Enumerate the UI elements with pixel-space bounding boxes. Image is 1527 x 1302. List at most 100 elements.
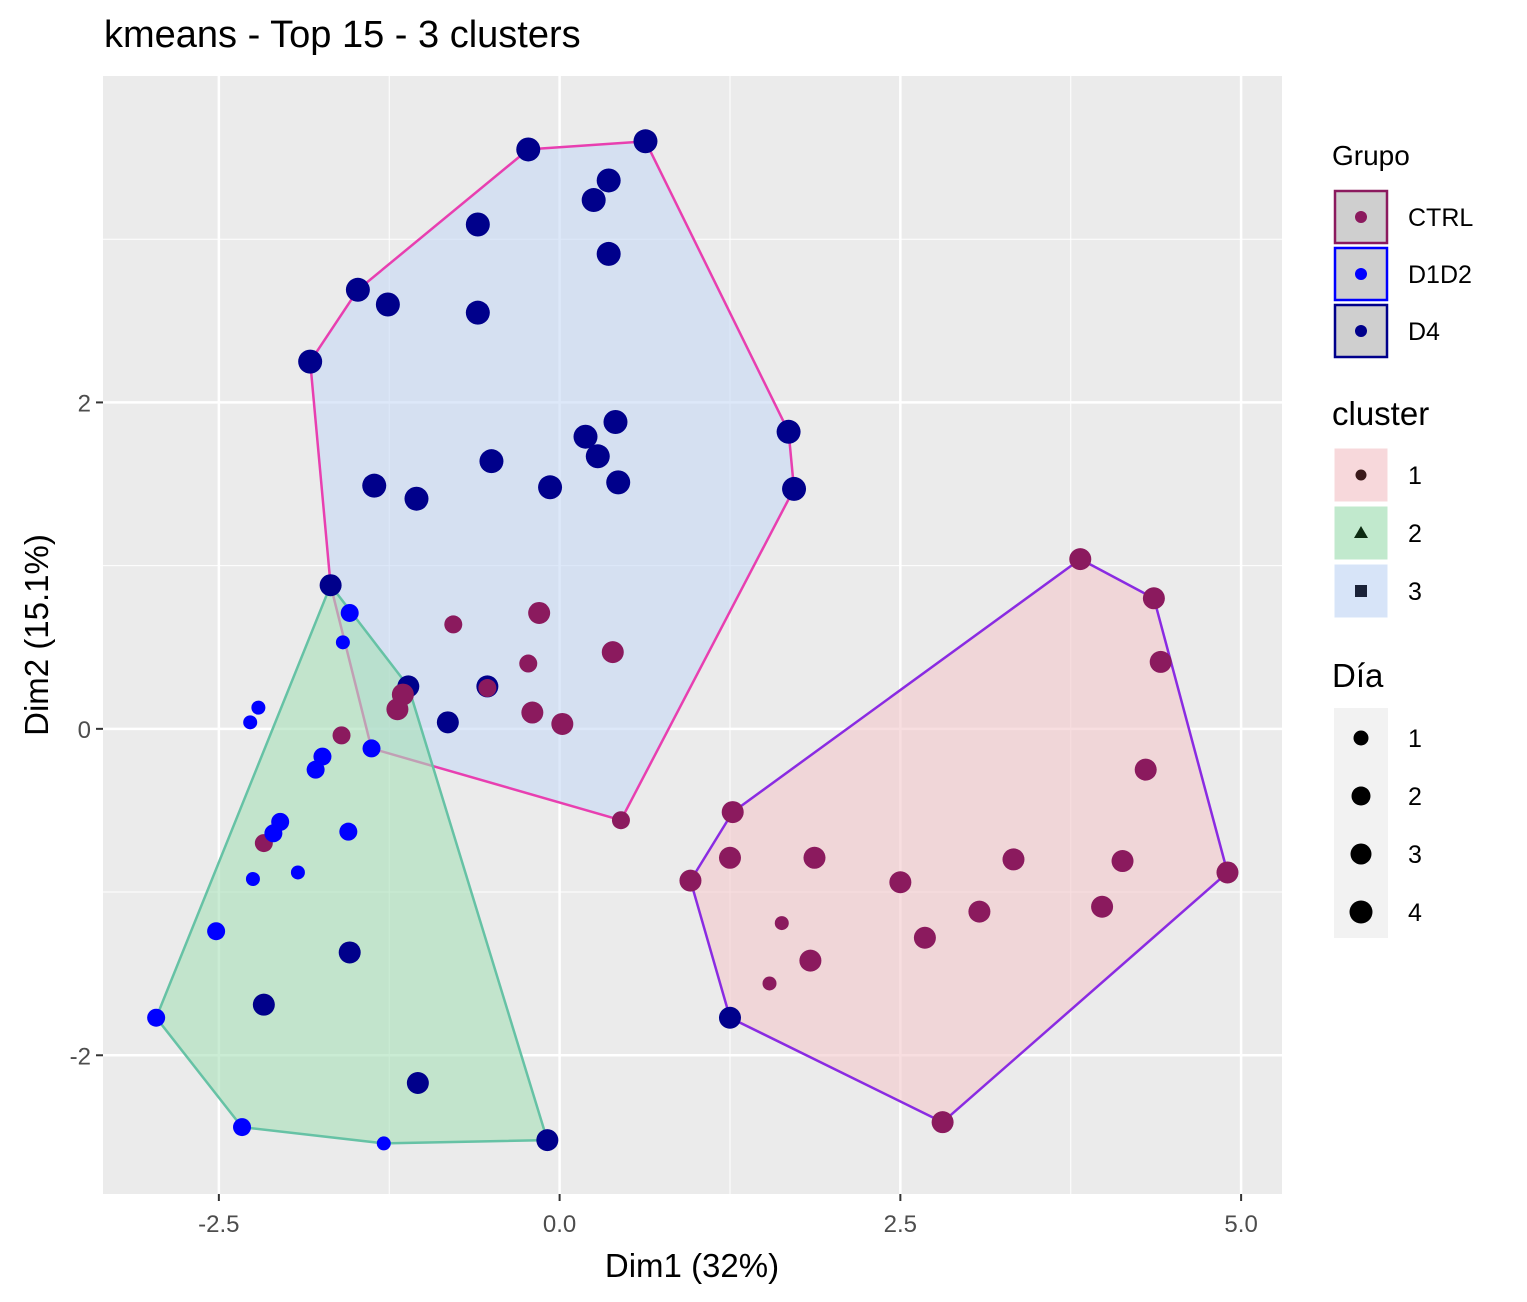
legend-label-cluster: 2 xyxy=(1408,520,1422,548)
legend-key-ctrl xyxy=(1333,189,1389,245)
legend-label-cluster: 1 xyxy=(1408,462,1422,490)
legend-label-dia: 4 xyxy=(1408,899,1422,927)
data-point xyxy=(536,1129,559,1152)
data-point xyxy=(528,601,551,624)
data-point xyxy=(245,872,260,887)
legend-label-dia: 2 xyxy=(1408,783,1422,811)
data-point xyxy=(338,941,361,964)
data-point xyxy=(519,654,538,673)
legend-symbol-d4 xyxy=(1355,325,1367,337)
data-point xyxy=(721,801,744,824)
legend-label-cluster: 3 xyxy=(1408,578,1422,606)
legend-symbol-d1d2 xyxy=(1355,268,1367,280)
y-axis-ticks: -2 0 2 xyxy=(70,390,103,1070)
legend-grupo-keys: CTRL D1D2 D4 xyxy=(1333,189,1473,359)
data-point xyxy=(573,424,598,449)
x-tick-label: 5.0 xyxy=(1224,1211,1257,1238)
data-point xyxy=(404,486,429,511)
data-point xyxy=(1142,587,1165,610)
legend-symbol-triangle xyxy=(1354,526,1368,538)
data-point xyxy=(799,949,822,972)
data-point xyxy=(551,712,574,735)
legend-cluster-keys: 1 2 3 xyxy=(1333,447,1422,619)
data-points xyxy=(147,129,1239,1152)
legend-title-dia: Día xyxy=(1332,657,1384,694)
data-point xyxy=(603,410,628,435)
legend-dia-background xyxy=(1334,708,1388,938)
data-point xyxy=(538,475,563,500)
data-point xyxy=(147,1008,166,1027)
cluster-hull-1 xyxy=(689,557,1229,1124)
data-point xyxy=(375,292,400,317)
data-point xyxy=(1091,895,1114,918)
data-point xyxy=(633,129,658,154)
x-axis-ticks: -2.5 0.0 2.5 5.0 xyxy=(198,1194,1258,1238)
data-point xyxy=(290,865,305,880)
data-point xyxy=(601,641,624,664)
legend: Grupo CTRL D1D2 D4 cluster 1 2 3 Día 1 2 3 4 xyxy=(1332,140,1473,938)
data-point xyxy=(264,824,283,843)
data-point xyxy=(444,615,463,634)
legend-title-cluster: cluster xyxy=(1332,395,1429,432)
data-point xyxy=(340,603,359,622)
data-point xyxy=(243,715,258,730)
data-point xyxy=(478,679,497,698)
x-tick-label: -2.5 xyxy=(198,1211,239,1238)
y-axis-label: Dim2 (15.1%) xyxy=(18,534,55,736)
legend-label-dia: 3 xyxy=(1408,841,1422,869)
legend-label-grupo: D4 xyxy=(1408,318,1440,346)
data-point xyxy=(233,1118,252,1137)
data-point xyxy=(776,419,801,444)
data-point xyxy=(774,916,789,931)
data-point xyxy=(762,976,777,991)
legend-label-dia: 1 xyxy=(1408,725,1422,753)
data-point xyxy=(1069,548,1092,571)
data-point xyxy=(306,760,325,779)
data-point xyxy=(339,822,358,841)
legend-symbol-dia-2 xyxy=(1351,786,1371,806)
data-point xyxy=(1111,850,1134,873)
data-point xyxy=(1134,758,1157,781)
data-point xyxy=(596,168,621,193)
data-point xyxy=(386,698,409,721)
data-point xyxy=(319,574,342,597)
data-point xyxy=(718,1006,741,1029)
data-point xyxy=(596,241,621,266)
data-point xyxy=(521,701,544,724)
data-point xyxy=(968,900,991,923)
data-point xyxy=(803,846,826,869)
data-point xyxy=(298,349,323,374)
data-point xyxy=(782,476,807,501)
x-tick-label: 0.0 xyxy=(543,1211,576,1238)
x-axis-label: Dim1 (32%) xyxy=(605,1247,779,1284)
data-point xyxy=(362,473,387,498)
legend-symbol-dia-1 xyxy=(1353,730,1369,746)
data-point xyxy=(362,739,381,758)
data-point xyxy=(1216,861,1239,884)
data-point xyxy=(252,993,275,1016)
data-point xyxy=(585,444,610,469)
data-point xyxy=(718,846,741,869)
data-point xyxy=(889,871,912,894)
legend-symbol-square xyxy=(1355,585,1367,597)
data-point xyxy=(1002,848,1025,871)
data-point xyxy=(251,700,266,715)
data-point xyxy=(465,300,490,325)
legend-symbol-ctrl xyxy=(1355,211,1367,223)
data-point xyxy=(479,449,504,474)
legend-symbol-dia-3 xyxy=(1350,843,1372,865)
legend-label-grupo: D1D2 xyxy=(1408,261,1472,289)
data-point xyxy=(465,212,490,237)
data-point xyxy=(207,922,226,941)
data-point xyxy=(611,811,630,830)
chart-title: kmeans - Top 15 - 3 clusters xyxy=(104,14,581,56)
data-point xyxy=(406,1072,429,1095)
data-point xyxy=(606,470,631,495)
data-point xyxy=(679,869,702,892)
y-tick-label: -2 xyxy=(70,1043,91,1070)
data-point xyxy=(335,635,350,650)
legend-title-grupo: Grupo xyxy=(1332,140,1410,171)
legend-symbol-circle xyxy=(1355,469,1367,481)
data-point xyxy=(376,1136,391,1151)
